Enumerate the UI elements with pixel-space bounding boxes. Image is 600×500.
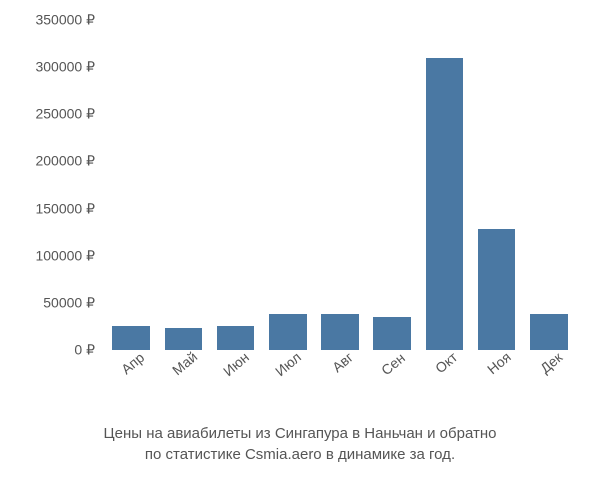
x-tick-label: Июн — [220, 349, 252, 379]
y-tick-label: 300000 ₽ — [35, 59, 95, 76]
bar — [478, 229, 516, 350]
x-tick-label: Май — [169, 349, 200, 379]
bar — [426, 58, 464, 350]
x-axis: АпрМайИюнИюлАвгСенОктНояДек — [105, 355, 575, 415]
y-axis: 0 ₽50000 ₽100000 ₽150000 ₽200000 ₽250000… — [10, 20, 100, 350]
bar — [530, 314, 568, 350]
y-tick-label: 100000 ₽ — [35, 247, 95, 264]
x-tick-label: Апр — [118, 349, 147, 377]
plot-area — [105, 20, 575, 350]
bar — [217, 326, 255, 350]
x-tick-label: Июл — [272, 349, 304, 380]
bar — [321, 314, 359, 350]
caption-line-1: Цены на авиабилеты из Сингапура в Наньча… — [0, 423, 600, 444]
bar — [269, 314, 307, 350]
bar — [165, 328, 203, 350]
y-tick-label: 350000 ₽ — [35, 12, 95, 29]
x-tick-label: Сен — [378, 349, 408, 378]
y-tick-label: 150000 ₽ — [35, 200, 95, 217]
y-tick-label: 250000 ₽ — [35, 106, 95, 123]
bar — [112, 326, 150, 350]
chart-caption: Цены на авиабилеты из Сингапура в Наньча… — [0, 423, 600, 465]
y-tick-label: 50000 ₽ — [43, 294, 95, 311]
x-tick-label: Авг — [329, 349, 356, 375]
bar — [373, 317, 411, 350]
x-tick-label: Дек — [537, 349, 565, 376]
y-tick-label: 0 ₽ — [74, 342, 95, 359]
y-tick-label: 200000 ₽ — [35, 153, 95, 170]
x-tick-label: Ноя — [484, 349, 514, 378]
x-tick-label: Окт — [432, 349, 460, 376]
bar-chart: 0 ₽ 50000 ₽ 100000 ₽ 150000 ₽ 200000 ₽ 250000… — [10, 10, 590, 410]
caption-line-2: по статистике Csmia.aero в динамике за г… — [0, 444, 600, 465]
